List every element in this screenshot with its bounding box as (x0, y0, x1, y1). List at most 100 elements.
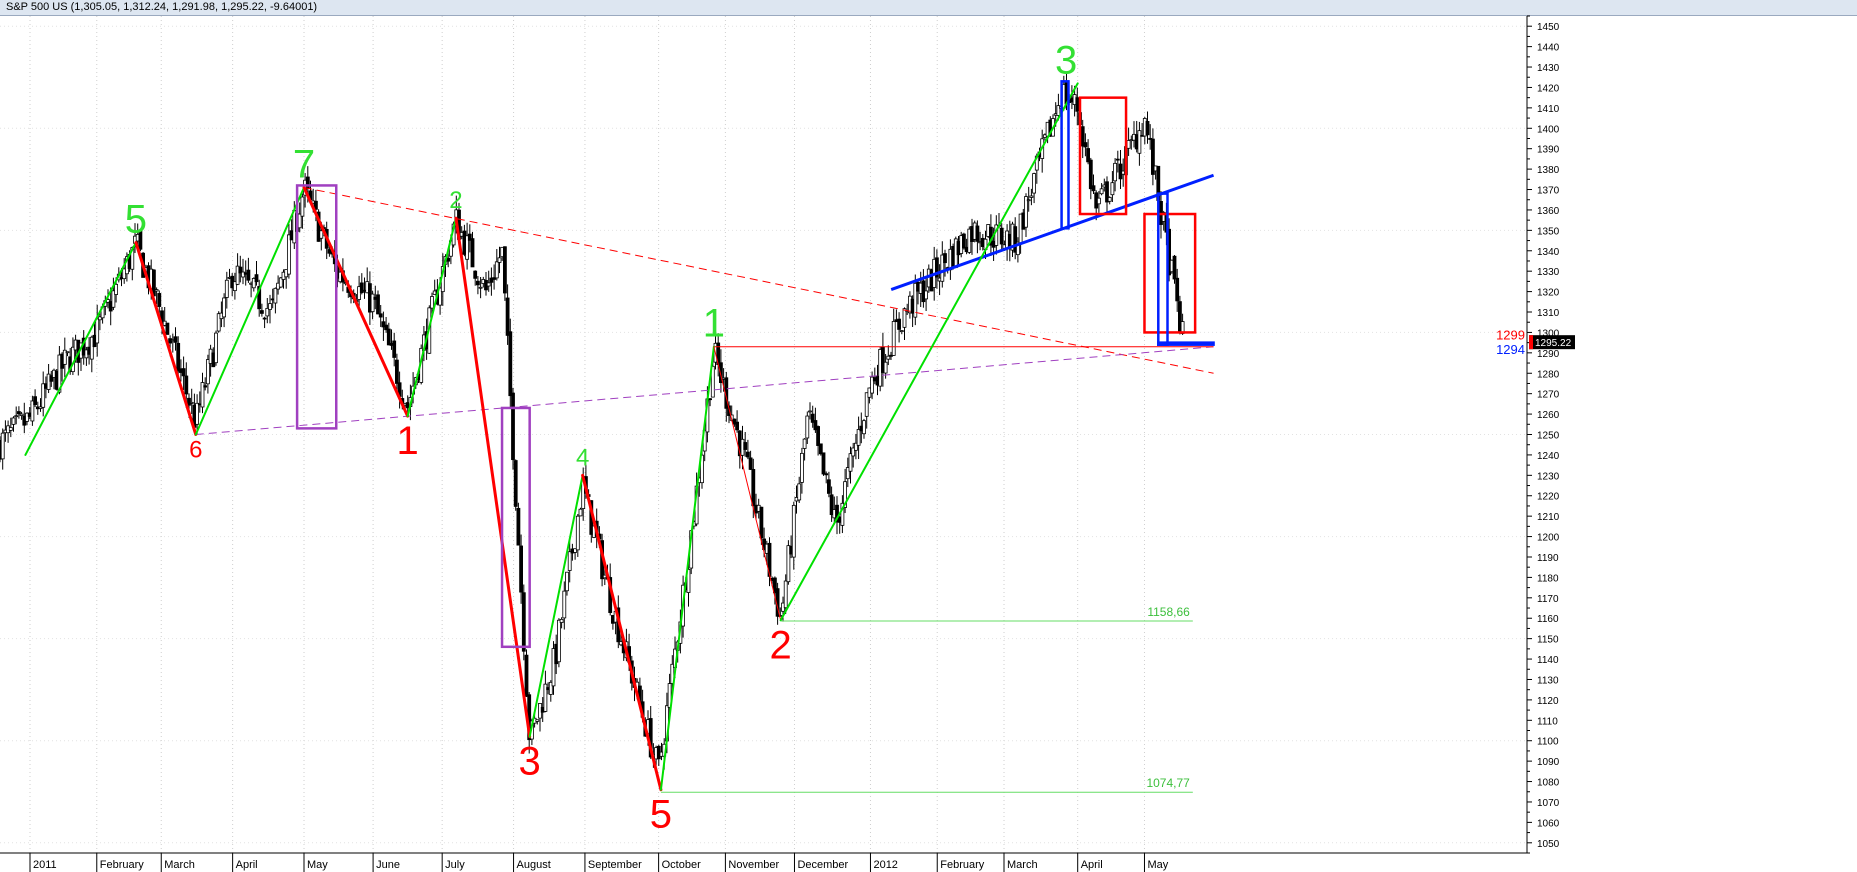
candle-body (883, 361, 888, 374)
candle-body (25, 412, 29, 422)
y-tick-label: 1240 (1537, 451, 1560, 462)
candle-body (902, 308, 907, 328)
candle-body (557, 619, 561, 663)
candle-body (184, 375, 189, 395)
last-price-marker (1529, 335, 1575, 350)
x-tick-label: July (445, 859, 465, 871)
candle-body (805, 415, 810, 439)
y-tick-label: 1190 (1537, 553, 1559, 564)
candle-body (886, 355, 891, 360)
candle-body (1097, 197, 1101, 205)
candle-body (251, 278, 256, 289)
candle-body (773, 577, 777, 594)
candle-body (165, 322, 170, 335)
y-tick-label: 1090 (1537, 757, 1560, 768)
candle-body (813, 420, 818, 431)
x-tick-label: 2011 (33, 859, 57, 871)
candle-body (478, 286, 483, 289)
candle-body (467, 233, 472, 241)
candle-body (238, 266, 243, 274)
candle-body (778, 615, 783, 618)
candle-body (111, 290, 116, 308)
last-price-flag (1529, 335, 1533, 350)
level-label: 1299 (1496, 327, 1525, 342)
candle-body (551, 648, 556, 687)
candlesticks (0, 72, 1185, 772)
candle-body (300, 196, 305, 217)
x-tick-label: March (1007, 859, 1038, 871)
wave-label: 5 (125, 198, 147, 242)
y-tick-label: 1080 (1537, 778, 1560, 789)
candle-body (899, 330, 904, 332)
pattern-box (1143, 212, 1197, 334)
candle-body (924, 290, 928, 300)
y-tick-label: 1110 (1537, 716, 1558, 727)
x-tick-label: November (728, 859, 779, 871)
y-tick-label: 1340 (1537, 247, 1560, 258)
candle-body (319, 230, 324, 239)
candle-body (262, 317, 267, 320)
pattern-box (1060, 80, 1070, 230)
x-tick-label: March (164, 859, 195, 871)
y-tick-label: 1380 (1537, 165, 1560, 176)
candle-body (791, 504, 796, 558)
candle-body (181, 368, 186, 377)
wave-label: 2 (770, 623, 792, 667)
wave-label: 3 (1055, 38, 1077, 82)
y-tick-label: 1330 (1537, 267, 1560, 278)
candle-body (508, 331, 513, 397)
y-tick-label: 1060 (1537, 818, 1560, 829)
candle-body (1083, 142, 1088, 148)
candle-body (521, 592, 526, 652)
y-tick-label: 1430 (1537, 63, 1560, 74)
candle-body (486, 282, 491, 287)
candle-body (559, 618, 564, 623)
level-label: 1294 (1496, 342, 1525, 357)
candle-body (176, 342, 181, 372)
candle-body (1145, 121, 1150, 136)
y-tick-label: 1270 (1537, 390, 1560, 401)
wave-line (454, 216, 532, 739)
y-tick-label: 1350 (1537, 226, 1560, 237)
candle-body (708, 398, 712, 401)
candle-body (821, 452, 826, 475)
candle-body (1113, 162, 1117, 182)
candle-body (748, 457, 753, 470)
candle-body (89, 336, 94, 360)
support-line-label: 1074,77 (1146, 776, 1190, 790)
y-tick-label: 1440 (1537, 43, 1560, 54)
candle-body (189, 401, 194, 404)
candle-body (0, 432, 5, 460)
candle-body (359, 282, 364, 294)
y-tick-label: 1300 (1537, 328, 1560, 339)
candle-body (575, 515, 580, 551)
x-tick-label: February (940, 859, 985, 871)
candle-body (438, 287, 443, 306)
candle-body (11, 417, 16, 425)
candle-body (519, 545, 523, 593)
y-tick-label: 1450 (1537, 22, 1560, 33)
candle-body (33, 396, 37, 406)
candle-body (316, 211, 321, 242)
candle-body (1029, 195, 1034, 198)
y-tick-label: 1150 (1537, 635, 1559, 646)
wave-label: 5 (650, 793, 672, 837)
candle-body (800, 452, 804, 483)
candle-body (200, 382, 205, 408)
candle-body (8, 427, 13, 431)
candle-body (114, 283, 118, 295)
y-tick-label: 1210 (1537, 512, 1560, 523)
candle-body (759, 506, 764, 539)
candle-body (913, 282, 918, 318)
trendline (195, 346, 1214, 435)
wave-label: 1 (397, 419, 419, 463)
y-tick-label: 1390 (1537, 145, 1560, 156)
candle-body (824, 473, 829, 476)
wave-line (779, 82, 1079, 622)
candle-body (157, 293, 162, 307)
candle-body (16, 411, 21, 415)
ohlc-values: (1,305.05, 1,312.24, 1,291.98, 1,295.22,… (70, 1, 318, 13)
candle-body (808, 410, 812, 413)
last-price-label: 1295.22 (1535, 338, 1572, 349)
